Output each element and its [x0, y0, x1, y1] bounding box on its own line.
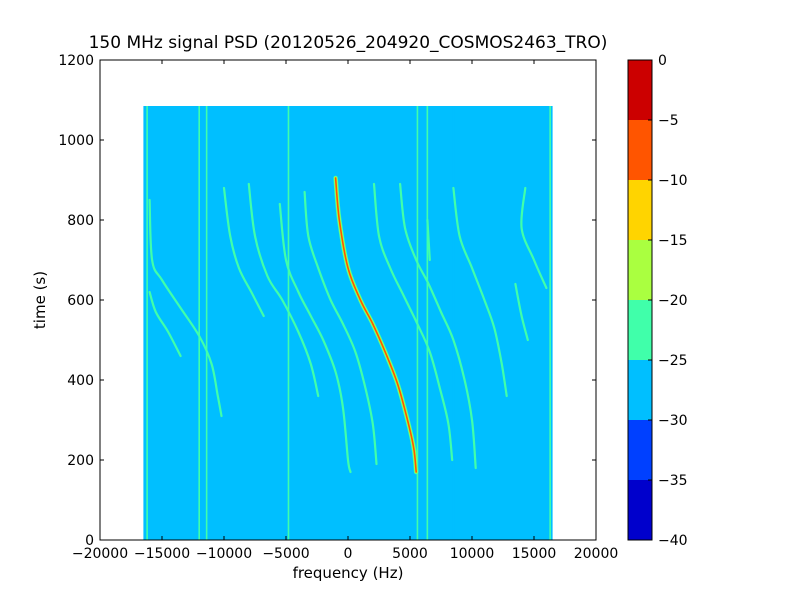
doppler-trace — [452, 186, 508, 398]
y-axis-label: time (s) — [31, 271, 49, 329]
y-tick-label: 0 — [85, 533, 94, 549]
colorbar-tick-label: −10 — [658, 173, 688, 189]
colorbar-segment — [628, 480, 652, 540]
doppler-trace — [148, 290, 182, 358]
doppler-trace — [278, 202, 352, 474]
colorbar-tick-label: −5 — [658, 113, 679, 129]
chart-title: 150 MHz signal PSD (20120526_204920_COSM… — [89, 33, 608, 53]
x-tick-label: −5000 — [262, 546, 309, 562]
y-tick-label: 1200 — [58, 53, 94, 69]
x-tick-label: 10000 — [450, 546, 495, 562]
x-tick-label: −20000 — [72, 546, 128, 562]
doppler-trace — [334, 177, 417, 473]
colorbar-tick-label: −30 — [658, 413, 688, 429]
colorbar-tick-label: −35 — [658, 473, 688, 489]
colorbar-tick-label: −40 — [658, 533, 688, 549]
x-tick-label: 5000 — [392, 546, 428, 562]
y-tick-label: 1000 — [58, 133, 94, 149]
x-axis: −20000 −15000 −10000 −5000 0 5000 10000 15000 20… — [72, 60, 618, 562]
colorbar-segment — [628, 120, 652, 180]
y-axis: 0 200 400 600 800 1000 1200 — [58, 53, 596, 549]
y-tick-label: 400 — [67, 373, 94, 389]
x-tick-label: 15000 — [512, 546, 557, 562]
colorbar-segment — [628, 240, 652, 300]
doppler-trace — [148, 198, 223, 418]
colorbar-segment — [628, 180, 652, 240]
y-tick-label: 600 — [67, 293, 94, 309]
x-tick-label: 20000 — [574, 546, 619, 562]
doppler-trace — [520, 186, 548, 290]
colorbar: −40 −35 −30 −25 −20 −15 −10 −5 0 — [627, 53, 688, 549]
spectrogram-data — [143, 106, 553, 540]
colorbar-segment — [628, 360, 652, 420]
doppler-trace — [303, 190, 378, 466]
x-tick-label: 0 — [344, 546, 353, 562]
colorbar-tick-label: −25 — [658, 353, 688, 369]
spectrogram-background — [143, 106, 553, 540]
x-tick-label: −15000 — [134, 546, 190, 562]
doppler-trace — [372, 182, 454, 462]
doppler-trace — [247, 182, 320, 398]
doppler-trace — [222, 186, 265, 318]
doppler-trace — [426, 218, 431, 262]
doppler-trace — [514, 282, 529, 342]
colorbar-tick-label: 0 — [658, 53, 667, 69]
x-tick-label: −10000 — [196, 546, 252, 562]
colorbar-segment — [628, 60, 652, 120]
colorbar-segment — [628, 420, 652, 480]
doppler-trace — [399, 182, 477, 470]
x-axis-label: frequency (Hz) — [293, 564, 404, 582]
y-tick-label: 800 — [67, 213, 94, 229]
colorbar-tick-label: −20 — [658, 293, 688, 309]
y-tick-label: 200 — [67, 453, 94, 469]
colorbar-tick-label: −15 — [658, 233, 688, 249]
colorbar-segment — [628, 300, 652, 360]
